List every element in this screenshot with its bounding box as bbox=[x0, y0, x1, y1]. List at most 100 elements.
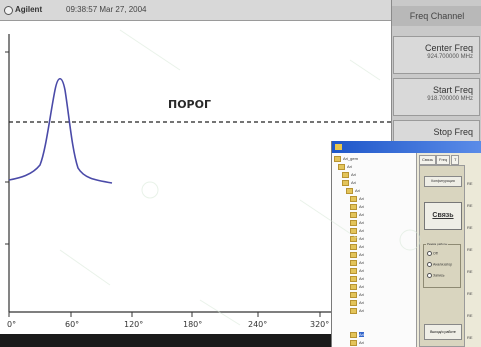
folder-icon bbox=[346, 187, 353, 194]
tree-item[interactable]: Ari bbox=[350, 211, 364, 219]
signal-trace bbox=[8, 77, 113, 184]
folder-icon bbox=[350, 283, 357, 290]
tree-item[interactable]: Ari bbox=[350, 259, 364, 267]
tree-item-label: Ari bbox=[359, 236, 364, 241]
softkey-value: 924.700000 MHz bbox=[427, 54, 473, 60]
folder-icon bbox=[350, 195, 357, 202]
mode-radio-off[interactable]: Off bbox=[427, 251, 438, 256]
tab-connection[interactable]: Связь bbox=[419, 155, 437, 165]
folder-icon bbox=[350, 267, 357, 274]
column-mark: RE bbox=[467, 335, 473, 340]
folder-icon bbox=[350, 299, 357, 306]
tree-item[interactable]: Ari bbox=[350, 275, 364, 283]
tree-item-label: Ari bbox=[351, 172, 356, 177]
tree-item-label: Ari bbox=[359, 244, 364, 249]
radio-dot-icon bbox=[427, 262, 432, 267]
folder-icon bbox=[350, 219, 357, 226]
tree-item-label: Ari bbox=[359, 196, 364, 201]
folder-icon bbox=[350, 339, 357, 346]
tree-item[interactable]: Ari bbox=[350, 251, 364, 259]
mode-radio-record[interactable]: Запись bbox=[427, 273, 444, 278]
tree-item-label: Ari bbox=[359, 276, 364, 281]
tree-item-label: Ari bbox=[359, 228, 364, 233]
folder-icon bbox=[350, 235, 357, 242]
tree-item[interactable]: Ari bbox=[350, 299, 364, 307]
tree-item[interactable]: Ari bbox=[350, 339, 364, 347]
folder-icon bbox=[350, 251, 357, 258]
folder-icon bbox=[342, 179, 349, 186]
tree-item-label: Ari bbox=[359, 204, 364, 209]
tree-item-selected[interactable]: Ari bbox=[350, 331, 364, 339]
folder-icon bbox=[350, 211, 357, 218]
folder-icon bbox=[334, 155, 341, 162]
tree-item-label: Ari bbox=[359, 300, 364, 305]
threshold-label: ПОРОГ bbox=[168, 98, 211, 111]
folder-icon bbox=[342, 171, 349, 178]
mode-group: Режим работы Off Анализатор Запись bbox=[423, 242, 461, 288]
softkey-menu-title: Freq Channel bbox=[392, 6, 481, 26]
tree-item-label: Ari bbox=[359, 212, 364, 217]
tree-item[interactable]: Ari bbox=[350, 243, 364, 251]
tree-item[interactable]: Ari bbox=[338, 163, 352, 171]
exit-button[interactable]: Выход/о работе bbox=[424, 324, 462, 340]
x-tick-label: 120° bbox=[124, 320, 144, 329]
app-icon bbox=[335, 144, 342, 150]
tree-item-label: Ari bbox=[359, 268, 364, 273]
tree-item-label: Ari bbox=[359, 220, 364, 225]
tree-item-label: Ari bbox=[359, 332, 364, 337]
app-titlebar[interactable] bbox=[332, 141, 481, 153]
tree-item[interactable]: Ari_gem bbox=[334, 155, 358, 163]
timestamp-label: 09:38:57 Mar 27, 2004 bbox=[66, 5, 147, 14]
tree-item[interactable]: Ari bbox=[350, 267, 364, 275]
tab-extra[interactable]: Т bbox=[451, 155, 460, 165]
folder-icon bbox=[350, 291, 357, 298]
tree-item[interactable]: Ari bbox=[350, 219, 364, 227]
column-mark: RE bbox=[467, 247, 473, 252]
column-mark: RE bbox=[467, 291, 473, 296]
tree-item[interactable]: Ari bbox=[346, 187, 360, 195]
connect-button[interactable]: Связь bbox=[424, 202, 462, 230]
column-mark: RE bbox=[467, 203, 473, 208]
tree-item[interactable]: Ari bbox=[350, 195, 364, 203]
tree-item-label: Ari bbox=[355, 188, 360, 193]
app-control-pane: Связь Freq Т Конфигурация Связь Режим ра… bbox=[417, 153, 481, 347]
status-strip bbox=[0, 334, 391, 347]
tree-item-label: Ari bbox=[351, 180, 356, 185]
x-tick-label: 60° bbox=[65, 320, 80, 329]
mode-group-label: Режим работы bbox=[426, 242, 449, 246]
config-button[interactable]: Конфигурация bbox=[424, 176, 462, 187]
folder-icon bbox=[350, 259, 357, 266]
tree-item-label: Ari bbox=[359, 284, 364, 289]
control-app-window: Ari_gem Ari Ari Ari Ari Ari Ari Ari Ari … bbox=[331, 141, 481, 347]
tree-item[interactable]: Ari bbox=[342, 171, 356, 179]
analyzer-titlebar: Agilent 09:38:57 Mar 27, 2004 bbox=[0, 0, 391, 21]
brand-label: Agilent bbox=[15, 5, 43, 14]
folder-icon bbox=[350, 203, 357, 210]
tree-item-label: Ari bbox=[347, 164, 352, 169]
center-freq-button[interactable]: Center Freq 924.700000 MHz bbox=[393, 36, 480, 74]
radio-label: Анализатор bbox=[433, 262, 453, 267]
file-tree[interactable]: Ari_gem Ari Ari Ari Ari Ari Ari Ari Ari … bbox=[332, 153, 417, 347]
tree-item[interactable]: Ari bbox=[350, 291, 364, 299]
folder-icon bbox=[350, 243, 357, 250]
column-mark: RE bbox=[467, 181, 473, 186]
x-tick-label: 240° bbox=[248, 320, 268, 329]
softkey-label: Stop Freq bbox=[433, 127, 473, 137]
radio-dot-icon bbox=[427, 251, 432, 256]
x-tick-label: 320° bbox=[310, 320, 330, 329]
tree-item[interactable]: Ari bbox=[350, 227, 364, 235]
folder-icon bbox=[350, 331, 357, 338]
tree-item-label: Ari bbox=[359, 292, 364, 297]
mode-radio-analyzer[interactable]: Анализатор bbox=[427, 262, 452, 267]
start-freq-button[interactable]: Start Freq 918.700000 MHz bbox=[393, 78, 480, 116]
folder-icon bbox=[350, 275, 357, 282]
agilent-logo-icon bbox=[4, 6, 13, 15]
tree-item-label: Ari bbox=[359, 260, 364, 265]
tree-item[interactable]: Ari bbox=[350, 283, 364, 291]
tree-item[interactable]: Ari bbox=[350, 235, 364, 243]
tree-item[interactable]: Ari bbox=[350, 203, 364, 211]
tree-item[interactable]: Ari bbox=[342, 179, 356, 187]
tab-freq[interactable]: Freq bbox=[436, 155, 451, 165]
tree-item[interactable]: Ari bbox=[350, 307, 364, 315]
softkey-value: 918.700000 MHz bbox=[427, 96, 473, 102]
